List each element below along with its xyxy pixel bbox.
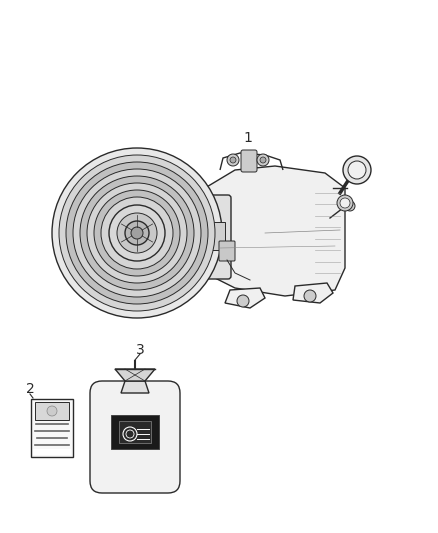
FancyBboxPatch shape [31,399,73,457]
Circle shape [117,213,157,253]
FancyBboxPatch shape [219,241,235,261]
Circle shape [237,295,249,307]
Circle shape [230,157,236,163]
Circle shape [304,290,316,302]
Circle shape [47,406,57,416]
Circle shape [257,154,269,166]
Circle shape [66,162,208,304]
Circle shape [59,155,215,311]
Text: 1: 1 [244,131,252,154]
FancyBboxPatch shape [35,402,69,420]
FancyBboxPatch shape [90,381,180,493]
Polygon shape [225,288,265,308]
FancyBboxPatch shape [111,415,159,449]
FancyBboxPatch shape [241,150,257,172]
Circle shape [340,198,350,208]
Polygon shape [121,381,149,393]
Circle shape [260,157,266,163]
Polygon shape [115,369,155,381]
FancyBboxPatch shape [119,421,151,443]
FancyBboxPatch shape [33,449,71,455]
Text: 2: 2 [26,382,34,396]
FancyBboxPatch shape [203,222,225,250]
Polygon shape [293,283,333,303]
Circle shape [348,161,366,179]
Circle shape [109,205,165,261]
Circle shape [73,169,201,297]
Circle shape [52,148,222,318]
Circle shape [227,154,239,166]
Text: 3: 3 [136,343,145,357]
Circle shape [343,156,371,184]
Circle shape [80,176,194,290]
Circle shape [101,197,173,269]
Circle shape [131,227,143,239]
FancyBboxPatch shape [190,195,231,279]
Circle shape [125,221,149,245]
Circle shape [94,190,180,276]
Circle shape [345,201,355,211]
Circle shape [87,183,187,283]
Circle shape [337,195,353,211]
PathPatch shape [205,166,345,296]
